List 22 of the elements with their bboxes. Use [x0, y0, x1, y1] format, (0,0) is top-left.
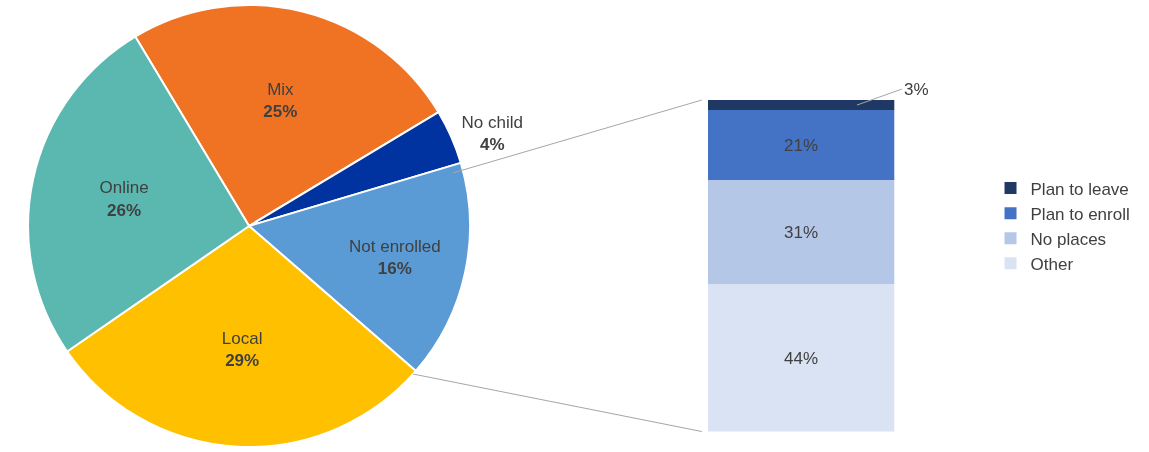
legend-label: Other: [1030, 254, 1074, 274]
legend-label: Plan to enroll: [1030, 204, 1130, 224]
bar: [707, 180, 895, 285]
legend-label: Plan to leave: [1030, 179, 1129, 199]
legend-label: No places: [1030, 229, 1107, 249]
data-label: 31%: [784, 222, 819, 242]
data-label: 16%: [377, 259, 412, 279]
data-label: 3%: [904, 80, 929, 99]
data-label: 29%: [225, 350, 260, 370]
bar: [707, 110, 895, 181]
data-label: 4%: [479, 135, 505, 155]
data-label: 25%: [263, 101, 298, 121]
slice-label: Mix: [267, 79, 295, 99]
data-label: 44%: [784, 348, 819, 368]
slice-label: Local: [221, 328, 263, 348]
data-label: 21%: [784, 135, 819, 155]
slice-label: No child: [461, 112, 523, 132]
bar: [707, 284, 895, 432]
slice-label: Online: [99, 178, 149, 198]
data-label: 26%: [107, 200, 142, 220]
bar: [707, 100, 895, 111]
slice-label: Not enrolled: [349, 236, 441, 256]
